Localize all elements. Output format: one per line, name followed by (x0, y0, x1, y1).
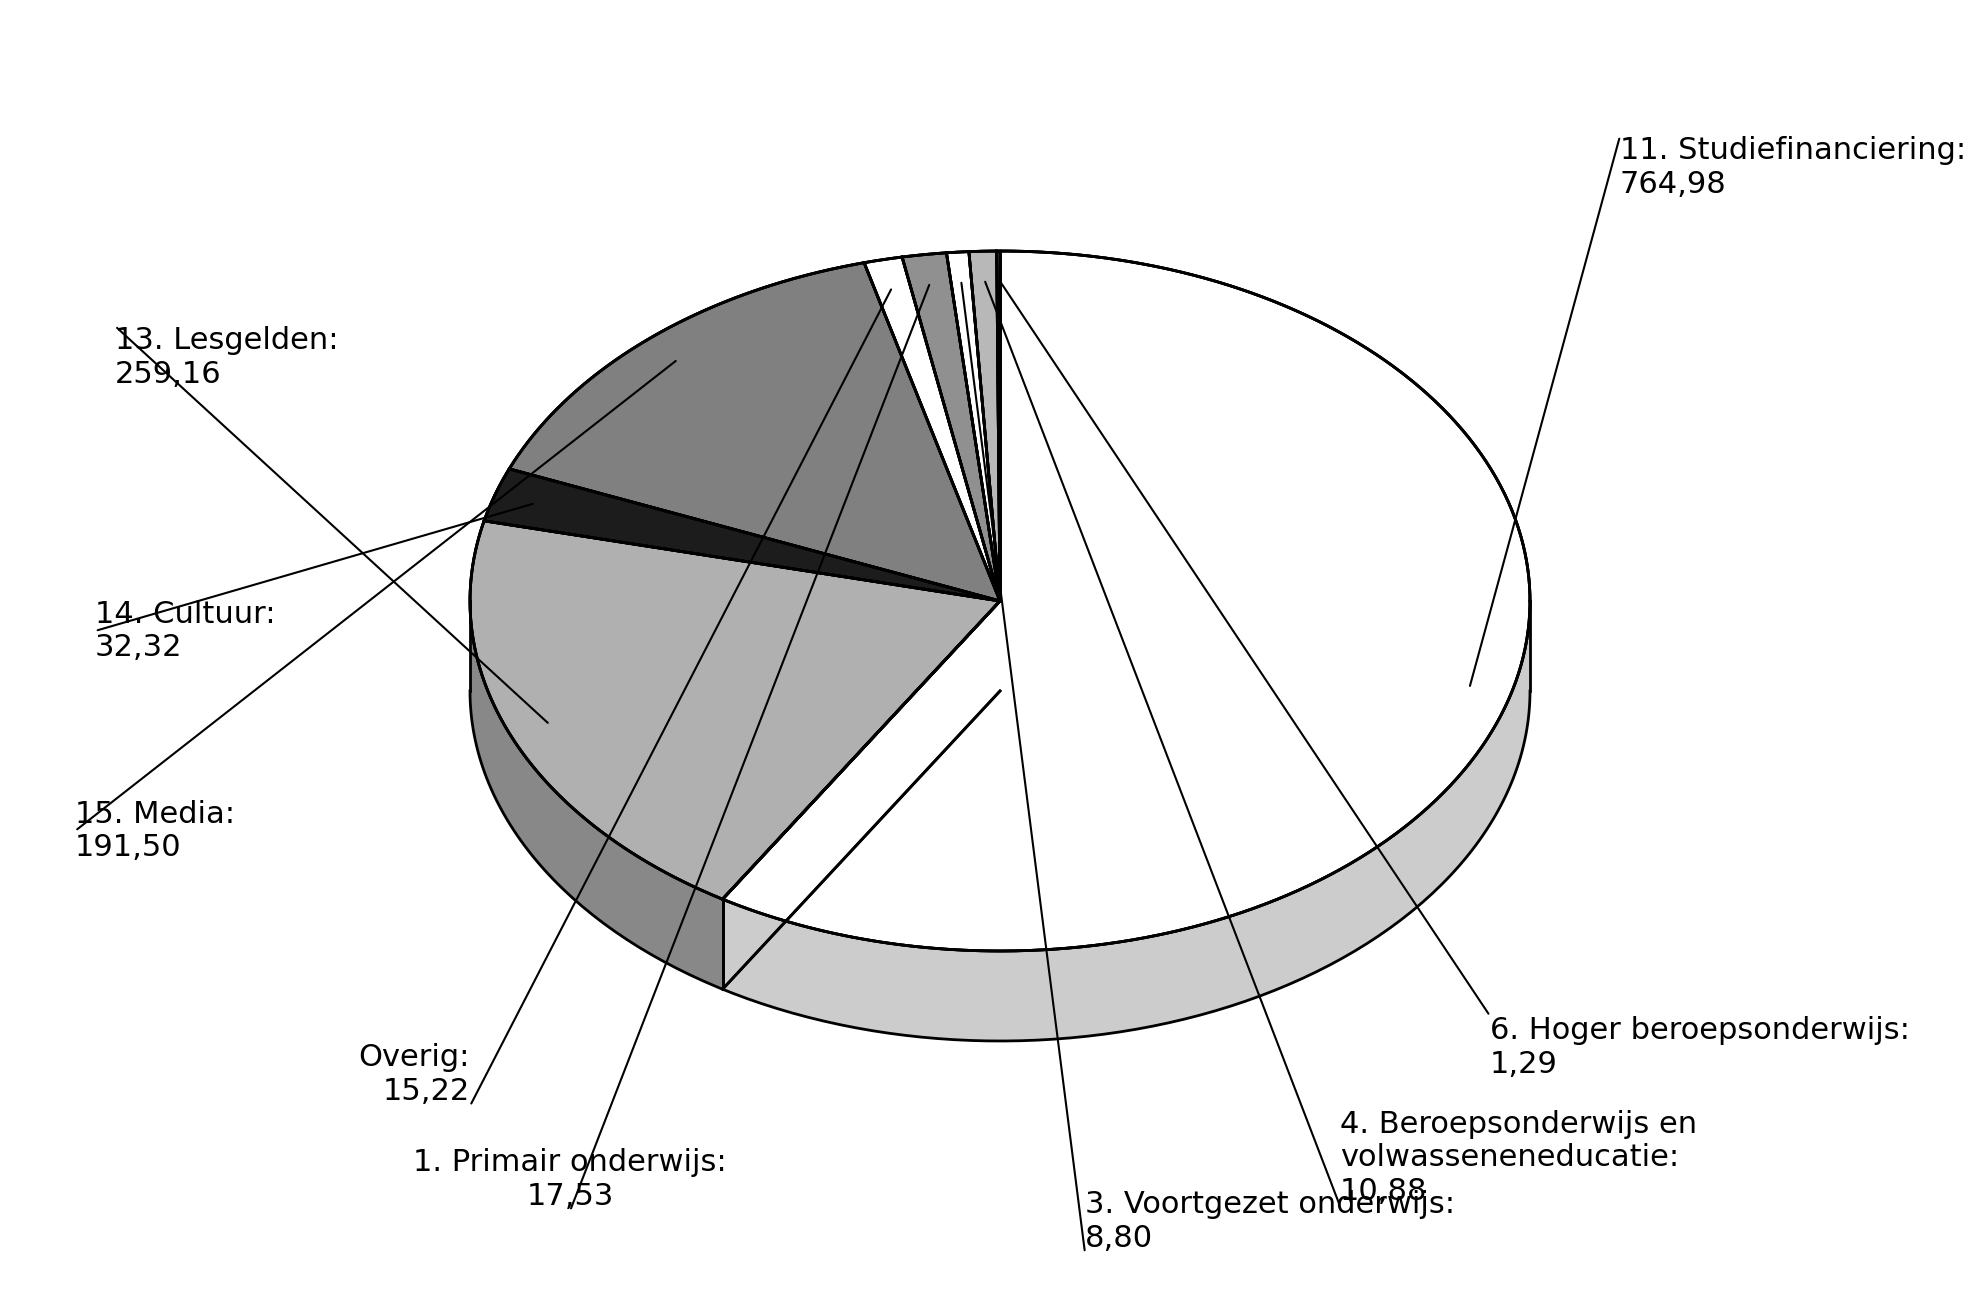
Text: 14. Cultuur:
32,32: 14. Cultuur: 32,32 (95, 600, 276, 662)
Text: 15. Media:
191,50: 15. Media: 191,50 (75, 800, 234, 863)
Polygon shape (510, 263, 1000, 601)
Polygon shape (471, 520, 1000, 899)
Polygon shape (864, 258, 1000, 601)
Polygon shape (969, 251, 1000, 601)
Text: Overig:
15,22: Overig: 15,22 (358, 1043, 471, 1106)
Polygon shape (471, 601, 1530, 1041)
Text: 1. Primair onderwijs:
17,53: 1. Primair onderwijs: 17,53 (413, 1149, 727, 1211)
Polygon shape (723, 251, 1530, 951)
Polygon shape (471, 602, 723, 989)
Text: 3. Voortgezet onderwijs:
8,80: 3. Voortgezet onderwijs: 8,80 (1085, 1190, 1455, 1253)
Text: 4. Beroepsonderwijs en
volwasseneneducatie:
10,88: 4. Beroepsonderwijs en volwasseneneducat… (1341, 1110, 1697, 1206)
Polygon shape (996, 251, 1000, 601)
Polygon shape (947, 251, 1000, 601)
Polygon shape (902, 252, 1000, 601)
Text: 6. Hoger beroepsonderwijs:
1,29: 6. Hoger beroepsonderwijs: 1,29 (1491, 1016, 1910, 1079)
Polygon shape (484, 468, 1000, 601)
Text: 13. Lesgelden:
259,16: 13. Lesgelden: 259,16 (114, 327, 339, 389)
Text: 11. Studiefinanciering:
764,98: 11. Studiefinanciering: 764,98 (1620, 137, 1967, 199)
Polygon shape (723, 605, 1530, 1041)
